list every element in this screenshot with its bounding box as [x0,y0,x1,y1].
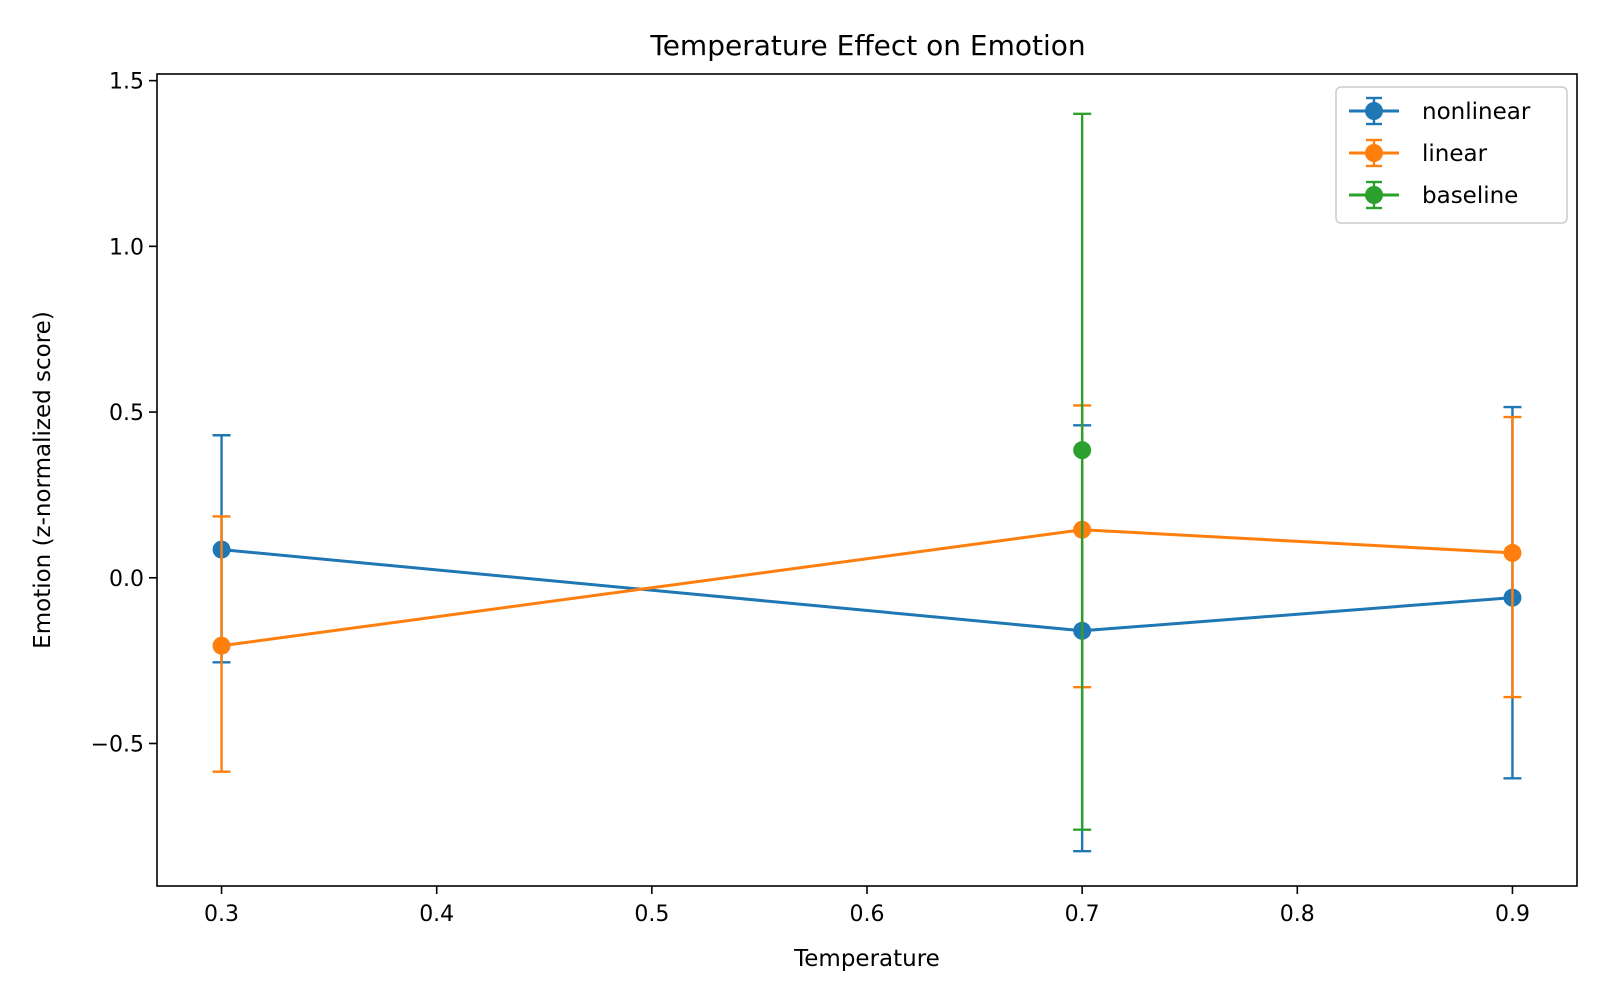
x-tick-label: 0.6 [850,902,885,927]
legend-entry-baseline: baseline [1349,180,1518,210]
y-tick-label: 1.0 [109,235,144,260]
data-point [212,636,231,655]
legend-entry-linear: linear [1349,138,1488,168]
x-axis-label: Temperature [793,946,940,972]
legend-marker [1365,186,1383,204]
y-tick-label: 0.5 [109,401,144,426]
legend-box [1335,86,1568,224]
x-tick-label: 0.3 [204,902,239,927]
legend-marker [1365,102,1383,120]
x-axis: 0.3 0.4 0.5 0.6 0.7 0.8 0.9 [204,886,1530,927]
series-baseline [1073,112,1092,831]
y-tick-label: −0.5 [91,732,144,757]
legend-label: nonlinear [1422,99,1531,125]
legend-entry-nonlinear: nonlinear [1349,96,1531,126]
legend-label: linear [1422,141,1488,167]
y-axis-label: Emotion (z-normalized score) [30,311,56,649]
plot-content [212,112,1522,853]
y-tick-label: 1.5 [109,70,144,95]
x-tick-label: 0.9 [1495,902,1530,927]
x-tick-label: 0.4 [419,902,454,927]
legend: nonlinear linear baseline [1335,86,1568,224]
data-point [1073,441,1092,460]
x-tick-label: 0.5 [634,902,669,927]
x-tick-label: 0.8 [1280,902,1315,927]
legend-marker [1365,144,1383,162]
y-tick-label: 0.0 [109,567,144,592]
chart-title: Temperature Effect on Emotion [649,29,1085,62]
data-point [1503,543,1522,562]
x-tick-label: 0.7 [1065,902,1100,927]
y-axis: −0.5 0.0 0.5 1.0 1.5 [91,70,157,757]
legend-label: baseline [1422,183,1518,209]
